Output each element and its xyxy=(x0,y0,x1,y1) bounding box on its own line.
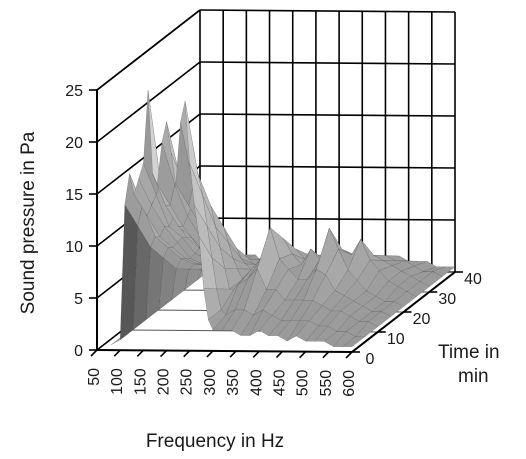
x-tick-label: 500 xyxy=(295,370,312,397)
x-axis-line xyxy=(96,349,353,353)
side-wall-top-edge xyxy=(96,9,201,91)
y-axis-label: Sound pressure in Pa xyxy=(18,131,39,314)
y-tick-label: 0 xyxy=(74,343,83,360)
x-tick-label: 600 xyxy=(341,370,358,397)
x-tick-label: 400 xyxy=(248,369,265,396)
x-tick-label: 150 xyxy=(132,368,149,395)
z-tick-label: 30 xyxy=(438,291,456,308)
x-tick-mark xyxy=(136,349,144,357)
x-tick-mark xyxy=(299,351,307,359)
x-tick-mark xyxy=(159,349,168,358)
back-wall-horizontal-gridline xyxy=(199,217,456,221)
back-wall-horizontal-gridline xyxy=(199,113,456,117)
labels-layer: Frequency in Hz Sound pressure in Pa Tim… xyxy=(18,131,500,452)
x-tick-label: 550 xyxy=(318,370,335,397)
surface-facet xyxy=(341,336,366,348)
z-tick-label: 10 xyxy=(387,331,405,348)
y-tick-label: 20 xyxy=(65,135,83,152)
y-tick-label: 15 xyxy=(65,187,83,204)
z-tick-label: 40 xyxy=(464,271,482,288)
surface-layer xyxy=(110,90,456,348)
z-axis-label-line-2: min xyxy=(458,366,489,387)
x-tick-mark xyxy=(113,349,121,357)
x-tick-mark xyxy=(252,350,260,358)
x-tick-mark xyxy=(345,351,353,359)
back-wall-horizontal-gridline xyxy=(199,9,456,13)
z-tick-label: 0 xyxy=(366,351,375,368)
x-tick-mark xyxy=(275,350,284,359)
x-tick-label: 200 xyxy=(156,368,173,395)
x-tick-label: 450 xyxy=(272,369,289,396)
x-tick-label: 350 xyxy=(225,369,242,396)
y-tick-label: 25 xyxy=(65,83,83,100)
x-tick-mark xyxy=(183,350,191,358)
back-wall-horizontal-gridline xyxy=(199,61,456,65)
back-wall-horizontal-gridline xyxy=(199,165,456,169)
z-axis-label-line-1: Time in xyxy=(438,342,500,363)
x-tick-mark xyxy=(322,351,330,359)
x-axis-label: Frequency in Hz xyxy=(146,431,284,452)
x-tick-label: 300 xyxy=(202,369,219,396)
y-tick-label: 10 xyxy=(65,239,83,256)
y-tick-label: 5 xyxy=(74,291,83,308)
x-tick-mark xyxy=(206,350,214,358)
x-tick-mark xyxy=(229,350,237,358)
x-tick-mark xyxy=(90,349,98,357)
x-tick-label: 100 xyxy=(109,368,126,395)
x-tick-label: 250 xyxy=(179,369,196,396)
z-tick-label: 20 xyxy=(413,311,431,328)
x-tick-label: 50 xyxy=(86,368,103,386)
